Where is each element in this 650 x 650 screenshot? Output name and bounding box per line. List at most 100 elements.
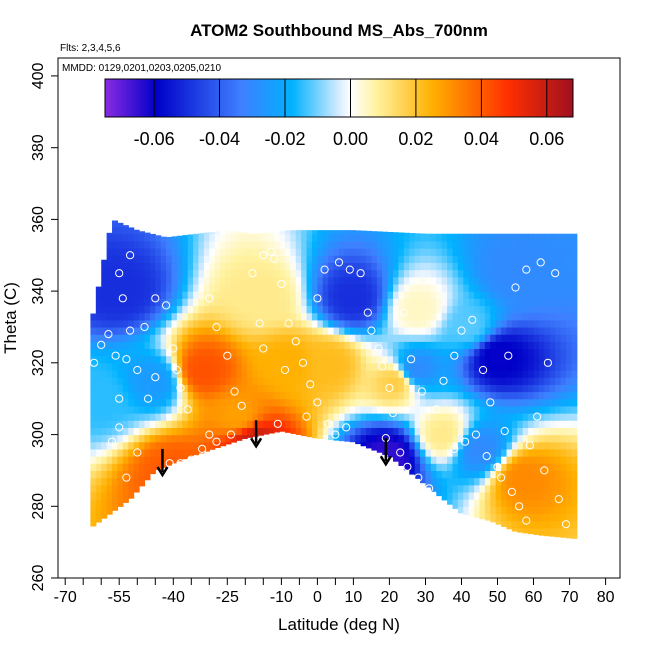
- heatmap-cell: [506, 312, 513, 321]
- heatmap-cell: [139, 434, 146, 443]
- sample-point: [345, 265, 354, 274]
- heatmap-cell: [522, 477, 529, 486]
- heatmap-cell: [501, 456, 508, 464]
- heatmap-cell: [214, 334, 221, 342]
- heatmap-cell: [241, 398, 248, 407]
- heatmap-cell: [355, 319, 362, 328]
- heatmap-cell: [333, 283, 340, 292]
- heatmap-cell: [122, 312, 129, 321]
- heatmap-cell: [425, 305, 432, 314]
- heatmap-cell: [490, 499, 497, 507]
- heatmap-cell: [182, 291, 189, 299]
- heatmap-cell: [203, 370, 210, 378]
- heatmap-cell: [220, 362, 227, 371]
- heatmap-cell: [311, 240, 318, 249]
- heatmap-cell: [322, 319, 329, 328]
- heatmap-cell: [495, 276, 502, 285]
- heatmap-cell: [187, 240, 194, 249]
- heatmap-cell: [571, 240, 578, 249]
- heatmap-cell: [198, 305, 205, 314]
- heatmap-cell: [117, 441, 124, 450]
- sample-point: [561, 520, 571, 529]
- heatmap-cell: [322, 427, 329, 436]
- colorbar-tick-label: -0.06: [134, 129, 175, 149]
- heatmap-cell: [263, 405, 270, 414]
- heatmap-cell: [225, 240, 232, 249]
- heatmap-cell: [355, 362, 362, 371]
- heatmap-cell: [171, 420, 178, 428]
- heatmap-cell: [495, 484, 502, 493]
- heatmap-cell: [490, 484, 497, 493]
- heatmap-cell: [474, 448, 481, 457]
- heatmap-cell: [236, 255, 243, 264]
- heatmap-cell: [490, 248, 497, 256]
- heatmap-cell: [220, 291, 227, 299]
- heatmap-cell: [230, 405, 237, 414]
- heatmap-cell: [522, 283, 529, 292]
- heatmap-cell: [436, 413, 443, 421]
- heatmap-cell: [495, 262, 502, 271]
- heatmap-cell: [414, 456, 421, 464]
- heatmap-cell: [160, 248, 167, 256]
- heatmap-cell: [528, 470, 535, 479]
- heatmap-cell: [457, 341, 464, 350]
- heatmap-cell: [203, 233, 210, 242]
- heatmap-cell: [355, 341, 362, 350]
- heatmap-cell: [528, 262, 535, 271]
- heatmap-cell: [538, 506, 545, 515]
- heatmap-cell: [128, 283, 135, 292]
- heatmap-cell: [425, 484, 432, 488]
- heatmap-cell: [139, 283, 146, 292]
- heatmap-cell: [425, 384, 432, 393]
- heatmap-cell: [230, 398, 237, 407]
- heatmap-cell: [284, 377, 291, 385]
- heatmap-cell: [360, 398, 367, 407]
- heatmap-cell: [144, 319, 151, 328]
- heatmap-cell: [409, 305, 416, 314]
- heatmap-cell: [511, 420, 518, 428]
- heatmap-cell: [187, 255, 194, 264]
- heatmap-cell: [538, 384, 545, 393]
- heatmap-cell: [360, 405, 367, 414]
- heatmap-cell: [322, 377, 329, 385]
- heatmap-cell: [484, 398, 491, 407]
- heatmap-cell: [198, 233, 205, 242]
- sample-point: [169, 344, 178, 353]
- heatmap-cell: [360, 427, 367, 436]
- y-tick-label: 360: [30, 206, 47, 233]
- heatmap-cell: [555, 248, 562, 256]
- heatmap-cell: [382, 233, 389, 242]
- heatmap-cell: [538, 276, 545, 285]
- heatmap-cell: [463, 269, 470, 278]
- heatmap-cell: [452, 456, 459, 464]
- heatmap-cell: [257, 233, 264, 242]
- heatmap-cell: [101, 413, 108, 421]
- heatmap-cell: [420, 262, 427, 271]
- heatmap-cell: [333, 348, 340, 357]
- heatmap-cell: [560, 269, 567, 278]
- heatmap-cell: [538, 348, 545, 357]
- heatmap-cell: [166, 463, 173, 466]
- heatmap-cell: [565, 427, 572, 436]
- heatmap-cell: [322, 391, 329, 400]
- heatmap-cell: [479, 441, 486, 450]
- heatmap-cell: [506, 434, 513, 443]
- heatmap-cell: [376, 248, 383, 256]
- heatmap-cell: [544, 391, 551, 400]
- heatmap-cell: [322, 276, 329, 285]
- heatmap-cell: [468, 484, 475, 493]
- heatmap-cell: [306, 405, 313, 414]
- heatmap-cell: [284, 420, 291, 428]
- sample-point: [342, 423, 351, 432]
- heatmap-cell: [101, 319, 108, 328]
- heatmap-cell: [263, 291, 270, 299]
- heatmap-cell: [112, 499, 119, 507]
- heatmap-cell: [382, 391, 389, 400]
- sample-point: [198, 444, 207, 453]
- heatmap-cell: [528, 298, 535, 307]
- heatmap-cell: [441, 477, 448, 486]
- heatmap-cell: [571, 262, 578, 271]
- heatmap-cell: [484, 463, 491, 472]
- heatmap-cell: [241, 326, 248, 335]
- heatmap-cell: [398, 370, 405, 378]
